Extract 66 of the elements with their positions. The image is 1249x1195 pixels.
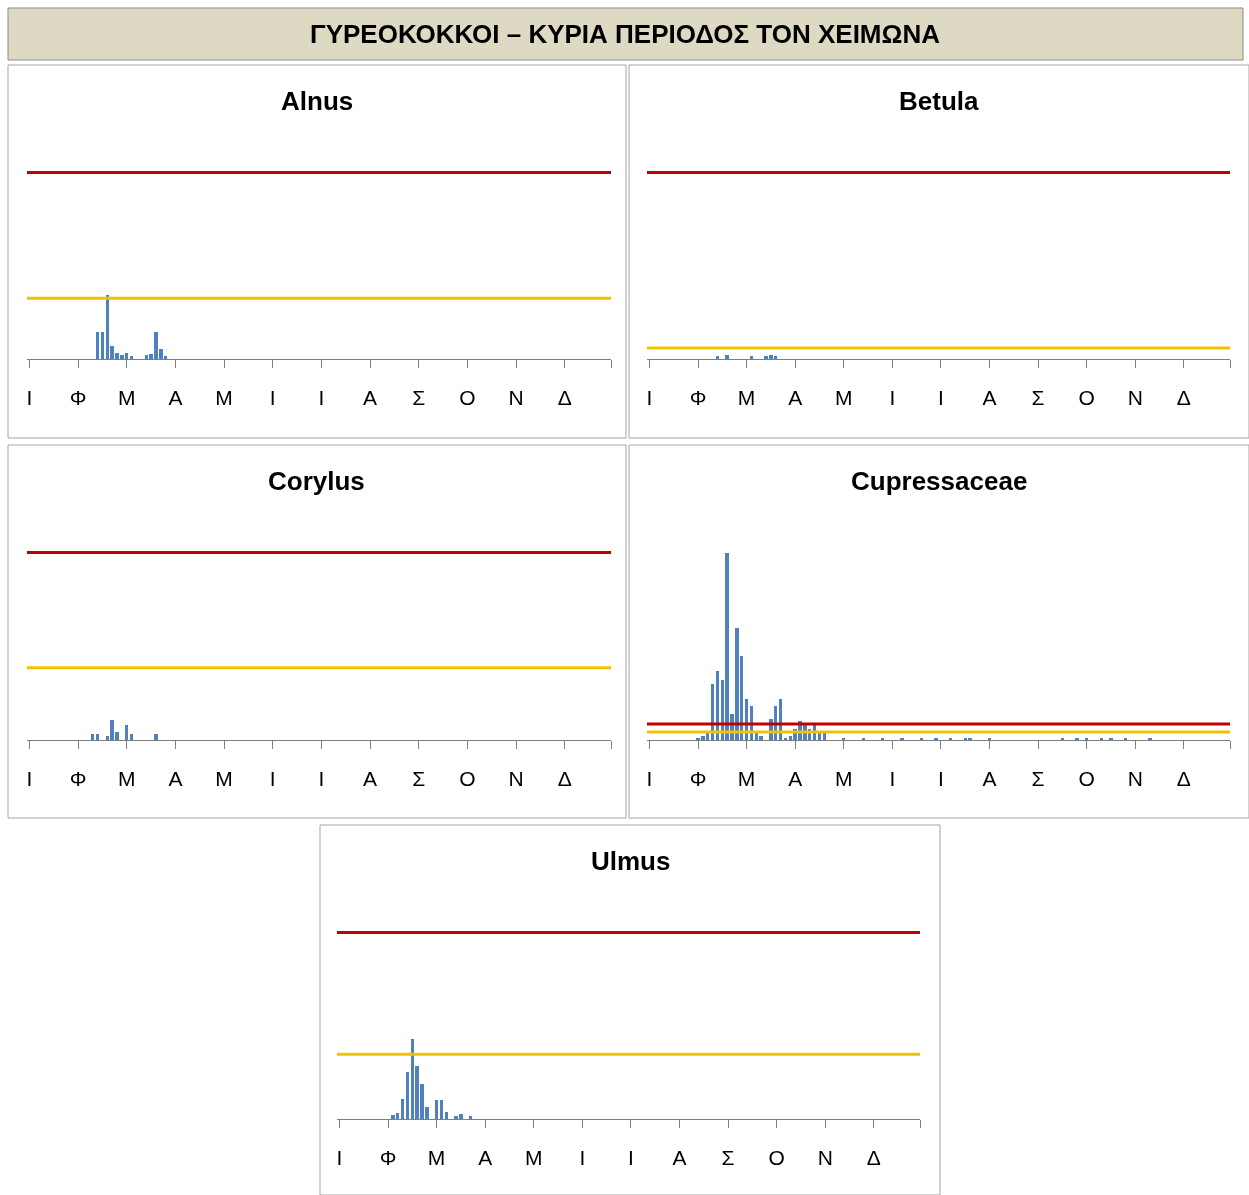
x-tick-label: Ν	[1127, 386, 1143, 410]
x-tick-label: Ν	[508, 767, 524, 791]
x-tick-label: Ι	[646, 767, 653, 791]
x-tick-label: Ι	[628, 1146, 634, 1170]
x-tick-label: Δ	[557, 767, 572, 791]
x-tick-label: Μ	[215, 386, 233, 410]
x-tick-label: Ι	[269, 767, 276, 791]
x-tick-label: Δ	[557, 386, 572, 410]
x-tick-label: Ι	[938, 386, 944, 410]
x-tick-label: Ν	[817, 1146, 833, 1170]
x-tick-label: Α	[788, 767, 803, 791]
x-tick-label: Α	[982, 767, 997, 791]
x-tick-label: Φ	[689, 767, 707, 791]
x-tick-label: Μ	[737, 767, 756, 791]
x-tick-label: Μ	[118, 767, 136, 791]
x-tick-label: Α	[168, 386, 183, 410]
x-tick-label: Σ	[1031, 386, 1045, 410]
x-tick-label: Α	[672, 1146, 687, 1170]
x-tick-label: Μ	[835, 386, 853, 410]
x-tick-label: Α	[168, 767, 183, 791]
x-tick-label: Σ	[412, 386, 426, 410]
x-tick-label: Δ	[866, 1146, 881, 1170]
x-tick-label: Ι	[26, 386, 33, 410]
chart-title: Cupressaceae	[851, 466, 1028, 496]
x-tick-label: Α	[363, 767, 378, 791]
x-tick-label: Ι	[889, 386, 896, 410]
x-tick-label: Ν	[508, 386, 524, 410]
x-tick-label: Μ	[525, 1146, 543, 1170]
x-tick-label: Φ	[689, 386, 707, 410]
x-tick-label: Ν	[1127, 767, 1143, 791]
x-tick-label: Ι	[318, 386, 325, 410]
x-tick-label: Μ	[118, 386, 136, 410]
x-tick-label: Ο	[1078, 386, 1095, 410]
chart-title: Betula	[899, 86, 979, 116]
x-tick-label: Ι	[579, 1146, 586, 1170]
x-tick-label: Φ	[69, 386, 87, 410]
x-tick-label: Ι	[26, 767, 33, 791]
x-tick-label: Φ	[379, 1146, 397, 1170]
x-tick-label: Ο	[768, 1146, 785, 1170]
x-tick-label: Α	[788, 386, 803, 410]
x-tick-label: Φ	[69, 767, 87, 791]
x-tick-label: Ο	[459, 386, 476, 410]
x-tick-label: Σ	[412, 767, 426, 791]
x-tick-label: Ι	[938, 767, 944, 791]
x-tick-label: Α	[363, 386, 378, 410]
x-tick-label: Μ	[835, 767, 853, 791]
x-tick-label: Α	[478, 1146, 493, 1170]
chart-title: Corylus	[268, 466, 365, 496]
x-tick-label: Ι	[646, 386, 653, 410]
x-tick-label: Μ	[215, 767, 233, 791]
text: ΓΥΡΕΟΚΟΚΚΟΙ – ΚΥΡΙΑ ΠΕΡΙΟΔΟΣ ΤΟΝ ΧΕΙΜΩΝΑ	[310, 19, 941, 49]
chart-title: Alnus	[281, 86, 354, 116]
x-tick-label: Ο	[459, 767, 476, 791]
x-tick-label: Α	[982, 386, 997, 410]
x-tick-label: Ι	[318, 767, 325, 791]
x-tick-label: Ι	[269, 386, 276, 410]
chart-title: Ulmus	[591, 846, 671, 876]
x-tick-label: Μ	[737, 386, 756, 410]
x-tick-label: Ο	[1078, 767, 1095, 791]
x-tick-label: Ι	[889, 767, 896, 791]
x-tick-label: Σ	[1031, 767, 1045, 791]
x-tick-label: Δ	[1176, 386, 1191, 410]
x-tick-label: Μ	[427, 1146, 446, 1170]
x-tick-label: Δ	[1176, 767, 1191, 791]
x-tick-label: Σ	[721, 1146, 735, 1170]
x-tick-label: Ι	[336, 1146, 343, 1170]
